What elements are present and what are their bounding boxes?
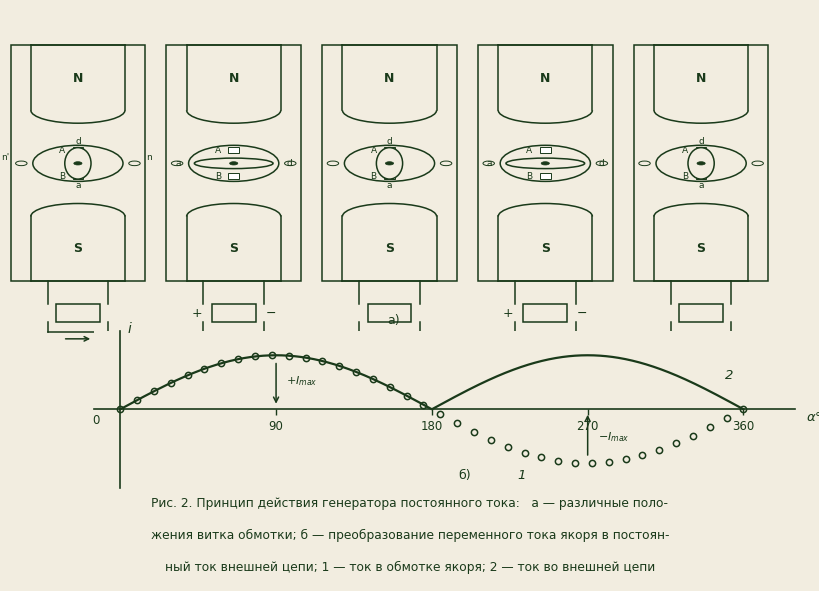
Text: S: S	[385, 242, 393, 255]
Ellipse shape	[505, 158, 584, 168]
Bar	[477, 46, 612, 281]
Bar	[166, 46, 301, 281]
Text: N: N	[540, 72, 550, 85]
Text: d: d	[75, 137, 81, 145]
Text: a: a	[175, 159, 180, 168]
Text: −: −	[577, 307, 586, 320]
Ellipse shape	[376, 148, 402, 179]
Ellipse shape	[65, 148, 91, 179]
Bar	[228, 148, 239, 154]
Text: 0: 0	[92, 414, 99, 427]
Text: n': n'	[2, 152, 10, 162]
Text: α = 270°: α = 270°	[518, 0, 572, 2]
Bar	[228, 173, 239, 179]
Text: α = 0°: α = 0°	[59, 0, 97, 2]
Text: б): б)	[457, 469, 470, 482]
Circle shape	[385, 162, 393, 165]
Text: Рис. 2. Принцип действия генератора постоянного тока:   а — различные поло-: Рис. 2. Принцип действия генератора пост…	[152, 497, 667, 510]
Text: n: n	[146, 152, 152, 162]
Text: 2: 2	[725, 369, 733, 382]
Text: a: a	[486, 159, 491, 168]
Text: A: A	[681, 146, 687, 155]
Text: B: B	[681, 172, 687, 181]
Text: d: d	[697, 137, 704, 145]
Text: α = 90°: α = 90°	[210, 0, 256, 2]
Text: A: A	[215, 146, 220, 155]
Text: A: A	[370, 146, 376, 155]
Bar	[211, 304, 256, 323]
Text: −: −	[265, 307, 275, 320]
Text: N: N	[384, 72, 394, 85]
Bar	[73, 173, 84, 179]
Text: a: a	[75, 181, 80, 190]
Text: а): а)	[387, 314, 400, 327]
Text: A: A	[59, 146, 65, 155]
Text: a: a	[698, 181, 703, 190]
Circle shape	[74, 162, 82, 165]
Text: i: i	[127, 322, 131, 336]
Text: 1: 1	[517, 469, 526, 482]
Text: +: +	[191, 307, 201, 320]
Text: a: a	[387, 181, 391, 190]
Text: d: d	[597, 159, 604, 168]
Text: +: +	[502, 307, 513, 320]
Bar	[695, 148, 706, 154]
Circle shape	[696, 162, 704, 165]
Bar	[523, 304, 567, 323]
Text: B: B	[59, 172, 65, 181]
Text: $-I_{max}$: $-I_{max}$	[597, 430, 629, 444]
Bar	[11, 46, 145, 281]
Text: N: N	[695, 72, 705, 85]
Bar	[695, 173, 706, 179]
Bar	[540, 173, 550, 179]
Text: α = 360°: α = 360°	[673, 0, 727, 2]
Text: S: S	[541, 242, 549, 255]
Text: S: S	[229, 242, 238, 255]
Text: N: N	[229, 72, 238, 85]
Text: ный ток внешней цепи; 1 — ток в обмотке якоря; 2 — ток во внешней цепи: ный ток внешней цепи; 1 — ток в обмотке …	[165, 561, 654, 574]
Text: B: B	[370, 172, 376, 181]
Bar	[56, 304, 100, 323]
Bar	[73, 148, 84, 154]
Text: N: N	[73, 72, 83, 85]
Text: d: d	[386, 137, 392, 145]
Circle shape	[541, 162, 549, 165]
Bar	[383, 148, 395, 154]
Bar	[383, 173, 395, 179]
Text: S: S	[74, 242, 82, 255]
Ellipse shape	[687, 148, 713, 179]
Text: S: S	[696, 242, 704, 255]
Text: B: B	[215, 172, 220, 181]
Bar	[367, 304, 411, 323]
Text: α = 180°: α = 180°	[362, 0, 416, 2]
Text: B: B	[526, 172, 532, 181]
Bar	[678, 304, 722, 323]
Text: $+I_{max}$: $+I_{max}$	[286, 374, 318, 388]
Ellipse shape	[194, 158, 273, 168]
Circle shape	[229, 162, 238, 165]
Bar	[322, 46, 456, 281]
Text: жения витка обмотки; б — преобразование переменного тока якоря в постоян-: жения витка обмотки; б — преобразование …	[151, 529, 668, 542]
Text: $\alpha$°: $\alpha$°	[805, 411, 819, 424]
Bar	[540, 148, 550, 154]
Bar	[633, 46, 767, 281]
Text: d: d	[286, 159, 292, 168]
Text: A: A	[526, 146, 532, 155]
